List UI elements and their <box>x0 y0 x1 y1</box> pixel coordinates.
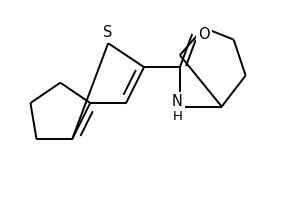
Text: S: S <box>103 25 113 40</box>
Text: H: H <box>172 110 182 123</box>
Text: N: N <box>172 94 183 109</box>
Text: O: O <box>198 27 209 42</box>
